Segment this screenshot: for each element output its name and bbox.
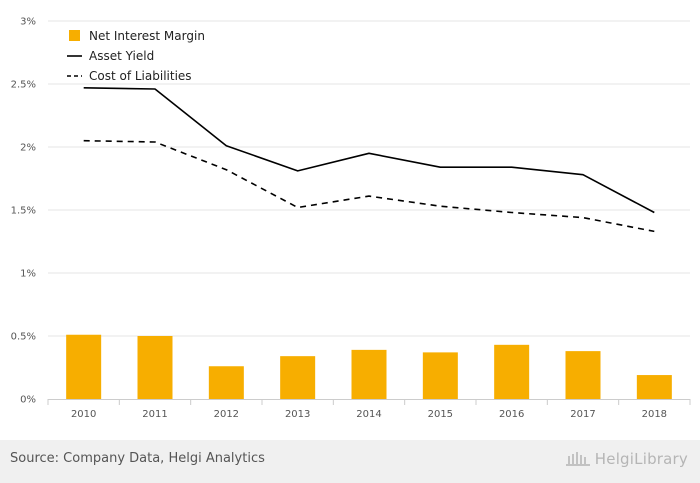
y-tick-label: 2% — [20, 143, 36, 154]
bar-2015 — [422, 352, 458, 399]
legend-label: Asset Yield — [89, 49, 154, 63]
y-tick-label: 2.5% — [11, 80, 36, 91]
y-tick-label: 0.5% — [11, 332, 36, 343]
bar-2011 — [137, 336, 173, 399]
y-tick-label: 1.5% — [11, 206, 36, 217]
legend: Net Interest Margin Asset Yield Cost of Li… — [67, 29, 205, 83]
x-tick-label: 2016 — [499, 409, 524, 420]
x-tick-label: 2018 — [642, 409, 667, 420]
footer: Source: Company Data, Helgi Analytics He… — [0, 440, 700, 483]
source-note: Source: Company Data, Helgi Analytics — [10, 451, 265, 466]
line-series — [83, 87, 655, 233]
bar-2012 — [208, 366, 244, 399]
library-building-icon — [565, 452, 590, 466]
brand-name: HelgiLibrary — [594, 450, 688, 468]
x-tick-label: 2011 — [142, 409, 167, 420]
y-tick-label: 0% — [20, 395, 36, 406]
bar-2016 — [494, 344, 530, 399]
bar-series — [66, 334, 672, 399]
chart: 0%0.5%1%1.5%2%2.5%3% 2010 2011 2012 2013 201… — [11, 17, 691, 420]
legend-label: Net Interest Margin — [89, 29, 205, 43]
y-tick-label: 1% — [20, 269, 36, 280]
legend-swatch-bar — [69, 30, 80, 41]
y-axis-ticks: 0% 0.5% 1% 1.5% 2% 2.5% 3% — [11, 17, 36, 406]
line-cost-of-liabilities — [83, 139, 655, 233]
bar-2014 — [351, 349, 387, 399]
bar-2010 — [66, 334, 102, 399]
x-tick-label: 2014 — [356, 409, 381, 420]
bar-2018 — [636, 375, 672, 399]
x-tick-label: 2017 — [570, 409, 595, 420]
x-tick-label: 2015 — [428, 409, 453, 420]
x-tick-label: 2012 — [214, 409, 239, 420]
x-tick-label: 2010 — [71, 409, 96, 420]
brand-logo: HelgiLibrary — [565, 450, 688, 468]
bar-2013 — [280, 356, 316, 399]
y-tick-label: 3% — [20, 17, 36, 28]
legend-label: Cost of Liabilities — [89, 69, 192, 83]
x-tick-label: 2013 — [285, 409, 310, 420]
line-asset-yield — [83, 87, 655, 214]
bar-2017 — [565, 351, 601, 399]
x-axis: 2010 2011 2012 2013 2014 2015 2016 2017 2018 — [47, 399, 691, 420]
grid-lines — [48, 20, 690, 337]
